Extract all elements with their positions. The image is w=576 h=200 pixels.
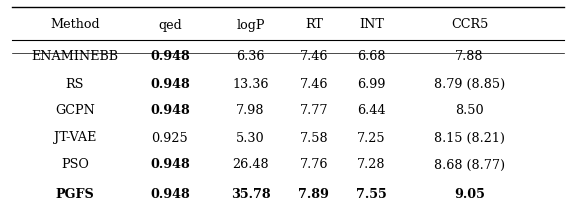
Text: 7.89: 7.89 [298, 188, 329, 200]
Text: 8.79 (8.85): 8.79 (8.85) [434, 78, 505, 90]
Text: 0.948: 0.948 [150, 104, 190, 117]
Text: 0.948: 0.948 [150, 50, 190, 64]
Text: 0.948: 0.948 [150, 78, 190, 90]
Text: 7.98: 7.98 [236, 104, 265, 117]
Text: 7.58: 7.58 [300, 132, 328, 144]
Text: 0.948: 0.948 [150, 158, 190, 171]
Text: 8.68 (8.77): 8.68 (8.77) [434, 158, 505, 171]
Text: 6.99: 6.99 [357, 78, 386, 90]
Text: 5.30: 5.30 [236, 132, 265, 144]
Text: 13.36: 13.36 [232, 78, 269, 90]
Text: 7.55: 7.55 [356, 188, 387, 200]
Text: 6.36: 6.36 [236, 50, 265, 64]
Text: ENAMINEBB: ENAMINEBB [31, 50, 119, 64]
Text: CCR5: CCR5 [451, 19, 488, 31]
Text: PSO: PSO [61, 158, 89, 171]
Text: 0.948: 0.948 [150, 188, 190, 200]
Text: INT: INT [359, 19, 384, 31]
Text: 7.46: 7.46 [300, 50, 328, 64]
Text: RT: RT [305, 19, 323, 31]
Text: qed: qed [158, 19, 182, 31]
Text: 6.68: 6.68 [357, 50, 386, 64]
Text: 7.88: 7.88 [455, 50, 484, 64]
Text: logP: logP [236, 19, 265, 31]
Text: 8.50: 8.50 [455, 104, 484, 117]
Text: 0.925: 0.925 [151, 132, 188, 144]
Text: 9.05: 9.05 [454, 188, 485, 200]
Text: 26.48: 26.48 [232, 158, 269, 171]
Text: RS: RS [66, 78, 84, 90]
Text: Method: Method [50, 19, 100, 31]
Text: 7.46: 7.46 [300, 78, 328, 90]
Text: 8.15 (8.21): 8.15 (8.21) [434, 132, 505, 144]
Text: GCPN: GCPN [55, 104, 95, 117]
Text: 7.28: 7.28 [357, 158, 386, 171]
Text: JT-VAE: JT-VAE [54, 132, 96, 144]
Text: 7.25: 7.25 [357, 132, 386, 144]
Text: 7.76: 7.76 [300, 158, 328, 171]
Text: 35.78: 35.78 [231, 188, 270, 200]
Text: PGFS: PGFS [55, 188, 94, 200]
Text: 7.77: 7.77 [300, 104, 328, 117]
Text: 6.44: 6.44 [357, 104, 386, 117]
